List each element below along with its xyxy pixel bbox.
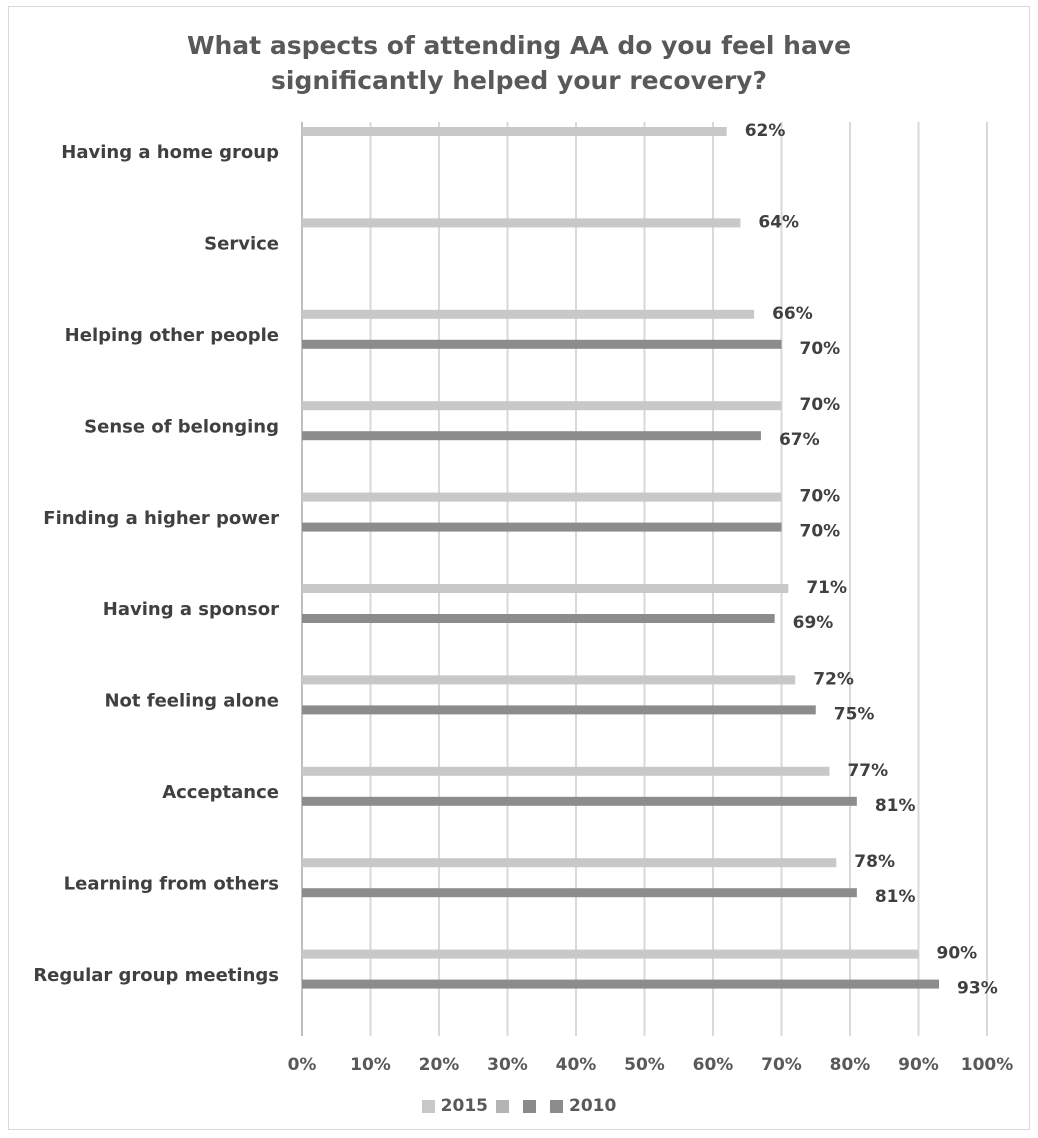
chart-title-line-1: What aspects of attending AA do you feel… <box>186 31 852 60</box>
data-label-2010: 81% <box>875 887 916 907</box>
bar-2015 <box>302 949 919 959</box>
bar-2010 <box>302 979 940 989</box>
legend-item <box>523 1099 542 1113</box>
bar-2010 <box>302 522 782 532</box>
bar-2010 <box>302 705 816 715</box>
data-label-2010: 70% <box>800 339 841 359</box>
x-tick-label: 20% <box>419 1055 460 1075</box>
bar-2015 <box>302 675 796 685</box>
bar-2015 <box>302 584 789 593</box>
x-tick-label: 10% <box>350 1055 391 1075</box>
category-label: Helping other people <box>65 325 279 346</box>
legend-item: 2015 <box>421 1096 488 1116</box>
data-label-2015: 66% <box>772 304 813 324</box>
data-label-2015: 78% <box>854 852 895 872</box>
bar-2015 <box>302 492 782 502</box>
data-label-2010: 75% <box>834 704 875 724</box>
chart-frame <box>8 6 1030 1130</box>
x-tick-label: 70% <box>761 1055 802 1075</box>
x-tick-label: 30% <box>487 1055 528 1075</box>
data-label-2010: 70% <box>800 522 841 542</box>
bar-2010 <box>302 796 857 806</box>
bar-2010 <box>302 614 775 623</box>
bar-2010 <box>302 339 782 349</box>
x-tick-label: 80% <box>830 1055 871 1075</box>
legend-swatch <box>496 1099 509 1113</box>
category-label: Sense of belonging <box>84 416 279 437</box>
bar-2010 <box>302 888 857 898</box>
category-label: Learning from others <box>64 873 279 894</box>
legend-swatch <box>550 1099 563 1113</box>
category-label: Having a sponsor <box>103 599 279 620</box>
legend-label: 2010 <box>569 1096 617 1116</box>
chart-title-line-2: significantly helped your recovery? <box>271 66 767 95</box>
legend-item: 2010 <box>550 1096 616 1116</box>
data-label-2010: 93% <box>957 979 998 999</box>
bar-2015 <box>302 401 782 411</box>
x-tick-label: 90% <box>898 1055 939 1075</box>
category-label: Service <box>204 234 279 255</box>
category-label: Having a home group <box>61 142 279 163</box>
data-label-2015: 70% <box>800 395 841 415</box>
legend-item <box>496 1099 515 1113</box>
bar-2015 <box>302 218 741 228</box>
data-label-2015: 70% <box>800 487 841 507</box>
category-label: Finding a higher power <box>43 508 279 529</box>
data-label-2015: 77% <box>847 761 888 781</box>
x-tick-label: 50% <box>624 1055 665 1075</box>
data-label-2015: 90% <box>937 944 978 964</box>
legend-swatch <box>421 1099 435 1113</box>
x-tick-label: 40% <box>556 1055 597 1075</box>
bar-2015 <box>302 127 727 136</box>
category-label: Regular group meetings <box>33 965 279 986</box>
bar-2015 <box>302 309 755 319</box>
bar-2010 <box>302 431 761 441</box>
legend-swatch <box>523 1099 536 1113</box>
data-label-2010: 67% <box>779 430 820 450</box>
data-label-2015: 71% <box>806 578 847 598</box>
data-label-2010: 81% <box>875 796 916 816</box>
bar-2015 <box>302 766 830 776</box>
data-label-2015: 62% <box>745 121 786 141</box>
legend-label: 2015 <box>440 1096 488 1116</box>
x-tick-label: 0% <box>288 1055 317 1075</box>
legend: 2015 2010 <box>0 1096 1038 1118</box>
x-tick-label: 100% <box>961 1055 1014 1075</box>
bar-2015 <box>302 858 837 868</box>
category-label: Not feeling alone <box>104 691 279 712</box>
chart-title: What aspects of attending AA do you feel… <box>0 28 1038 98</box>
data-label-2015: 64% <box>758 212 799 232</box>
category-label: Acceptance <box>162 782 279 803</box>
data-label-2010: 69% <box>793 613 834 633</box>
x-tick-label: 60% <box>693 1055 734 1075</box>
data-label-2015: 72% <box>813 669 854 689</box>
